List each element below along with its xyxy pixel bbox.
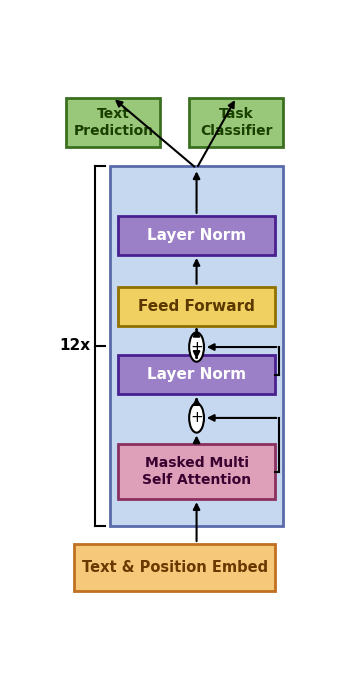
FancyBboxPatch shape <box>118 286 275 326</box>
Text: Text
Prediction: Text Prediction <box>73 107 153 138</box>
Circle shape <box>189 332 204 361</box>
Text: +: + <box>190 340 203 355</box>
FancyBboxPatch shape <box>110 166 283 526</box>
FancyBboxPatch shape <box>74 544 275 591</box>
Text: 12x: 12x <box>59 338 90 353</box>
Text: Layer Norm: Layer Norm <box>147 367 246 382</box>
Text: Task
Classifier: Task Classifier <box>200 107 272 138</box>
Text: Text & Position Embed: Text & Position Embed <box>82 560 268 575</box>
FancyBboxPatch shape <box>118 216 275 255</box>
Text: +: + <box>190 411 203 426</box>
Text: Layer Norm: Layer Norm <box>147 228 246 243</box>
FancyBboxPatch shape <box>189 98 283 147</box>
Text: Masked Multi
Self Attention: Masked Multi Self Attention <box>142 456 251 488</box>
Circle shape <box>189 403 204 432</box>
FancyBboxPatch shape <box>118 355 275 394</box>
FancyBboxPatch shape <box>66 98 160 147</box>
Text: Feed Forward: Feed Forward <box>138 299 255 314</box>
FancyBboxPatch shape <box>118 444 275 499</box>
